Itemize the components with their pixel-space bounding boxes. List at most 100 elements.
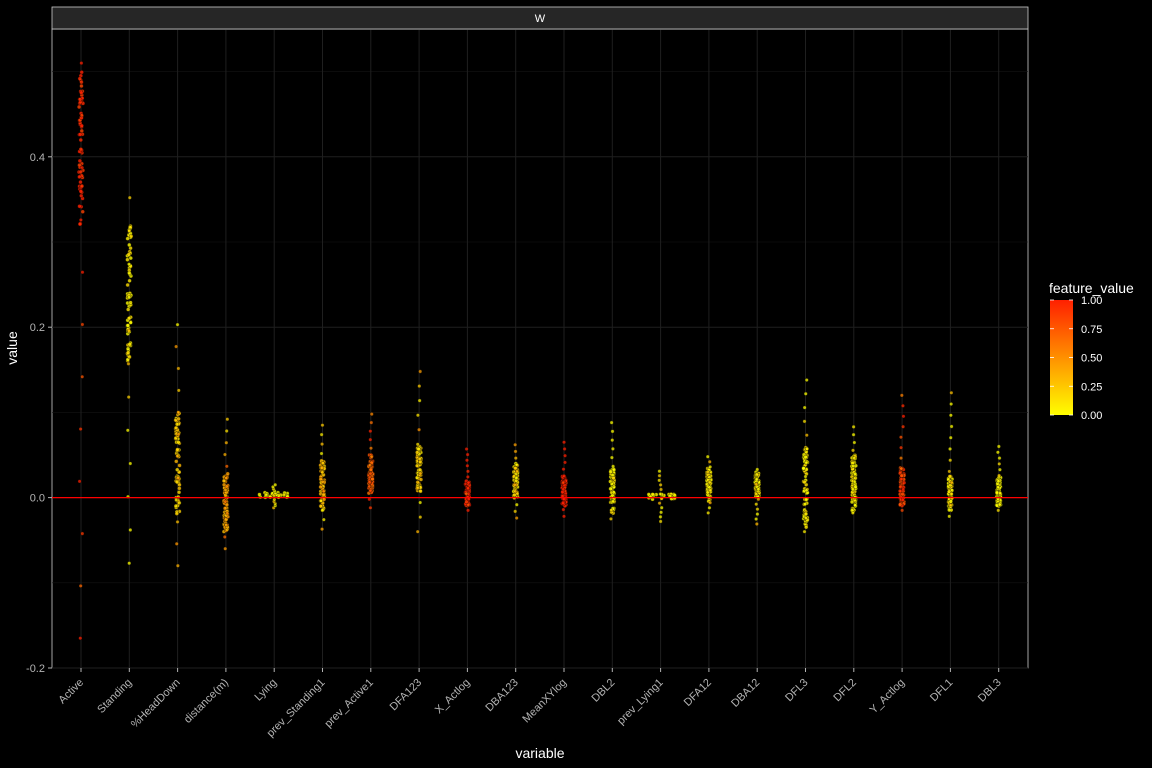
data-point (318, 484, 323, 490)
data-point (127, 316, 132, 321)
data-point (125, 236, 130, 241)
data-point (805, 447, 809, 451)
data-point (128, 300, 133, 305)
data-point (899, 393, 904, 398)
legend-title: feature_value (1049, 280, 1134, 296)
data-point (948, 447, 952, 451)
x-tick-label: Active (56, 677, 86, 707)
data-point (80, 374, 85, 379)
data-point (802, 480, 807, 485)
data-point (127, 270, 132, 275)
data-point (320, 461, 325, 465)
data-point (900, 498, 905, 502)
x-tick-label: Lying (253, 677, 280, 704)
data-point (561, 467, 566, 472)
data-point (127, 561, 132, 566)
data-point (466, 475, 470, 479)
data-point (707, 480, 712, 485)
data-point (174, 344, 178, 349)
data-point (562, 447, 567, 451)
data-point (755, 522, 759, 526)
data-point (176, 366, 181, 371)
data-point (850, 499, 855, 505)
data-point (609, 420, 614, 425)
data-point (466, 469, 470, 474)
data-point (320, 480, 325, 484)
data-point (126, 361, 131, 366)
data-point (802, 529, 807, 534)
data-point (997, 462, 1002, 466)
data-point (851, 487, 855, 492)
data-point (77, 104, 82, 110)
data-point (900, 508, 904, 513)
x-tick-label: Y_Actlog (868, 677, 908, 717)
data-point (898, 502, 903, 507)
data-point (804, 525, 809, 530)
data-point (997, 444, 1001, 449)
data-point (657, 473, 662, 478)
data-point (368, 429, 373, 433)
data-point (319, 432, 324, 437)
data-point (368, 505, 373, 510)
legend-break-label: 0.50 (1081, 353, 1102, 365)
data-point (947, 514, 952, 519)
data-point (899, 445, 903, 450)
data-point (755, 467, 760, 472)
data-point (657, 478, 662, 483)
data-point (78, 189, 83, 194)
data-point (79, 128, 84, 133)
data-point (176, 416, 181, 421)
data-point (281, 492, 287, 497)
data-point (561, 507, 566, 512)
data-point (176, 490, 182, 495)
data-point (80, 209, 85, 214)
data-point (708, 465, 712, 469)
data-point (899, 435, 903, 440)
data-point (561, 487, 566, 492)
data-point (996, 450, 1000, 455)
data-point (79, 70, 84, 75)
data-point (466, 502, 471, 507)
data-point (222, 535, 227, 539)
legend-break-label: 0.75 (1081, 324, 1102, 336)
data-point (176, 476, 181, 480)
x-tick-label: distance(m) (182, 677, 231, 726)
data-point (127, 195, 132, 200)
data-point (610, 438, 615, 442)
data-point (127, 295, 131, 300)
data-point (899, 456, 903, 460)
data-point (804, 488, 809, 493)
data-point (801, 466, 806, 471)
data-point (754, 482, 759, 487)
data-point (77, 174, 82, 179)
data-point (319, 451, 324, 456)
y-tick-label: -0.2 (26, 663, 45, 675)
x-axis: Active Standing%HeadDown distance(m) Lying p… (56, 668, 1004, 740)
data-point (900, 492, 905, 497)
data-point (78, 169, 83, 174)
x-axis-title: variable (515, 745, 564, 761)
data-point (368, 437, 373, 442)
x-tick-label: X_Actlog (433, 677, 473, 717)
data-point (851, 464, 856, 468)
data-point (79, 83, 84, 89)
data-point (174, 479, 180, 484)
data-point (321, 492, 326, 497)
data-point (224, 429, 229, 433)
data-point (898, 488, 903, 494)
x-tick-label: DBL3 (976, 677, 1004, 705)
data-point (609, 482, 614, 486)
data-point (320, 470, 325, 475)
data-point (947, 469, 952, 474)
data-point (609, 517, 613, 521)
x-tick-label: prev_Lying1 (615, 677, 666, 728)
data-point (320, 423, 325, 428)
data-point (174, 459, 179, 464)
data-point (417, 457, 422, 461)
data-point (77, 76, 82, 81)
data-point (79, 113, 84, 118)
data-point (562, 440, 566, 445)
data-point (128, 320, 133, 325)
data-point (225, 511, 230, 516)
data-point (77, 204, 82, 209)
